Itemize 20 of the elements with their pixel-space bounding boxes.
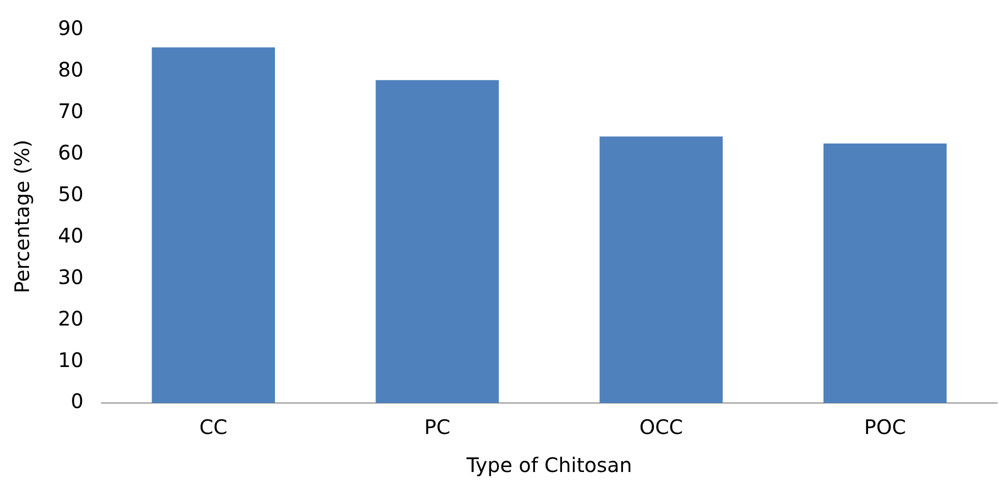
x-tick-label: CC <box>199 415 228 440</box>
y-axis-title: Percentage (%) <box>10 140 34 294</box>
x-tick-label: OCC <box>639 415 684 440</box>
y-tick-label: 10 <box>58 348 84 372</box>
bar <box>152 47 275 403</box>
y-tick-label: 90 <box>58 16 84 40</box>
y-tick-label: 0 <box>70 389 84 414</box>
y-tick-label: 60 <box>58 140 84 165</box>
bar <box>376 80 499 403</box>
y-tick-label: 70 <box>58 99 84 124</box>
x-tick-label: PC <box>424 415 450 440</box>
x-axis-title: Type of Chitosan <box>465 453 632 478</box>
y-tick-label: 40 <box>58 223 84 248</box>
bar <box>600 136 723 403</box>
y-tick-label: 50 <box>58 182 84 206</box>
bar <box>823 144 947 403</box>
y-tick-label: 20 <box>58 306 84 330</box>
y-tick-label: 30 <box>58 264 84 289</box>
y-tick-label: 80 <box>58 58 84 82</box>
x-tick-label: POC <box>864 415 906 440</box>
